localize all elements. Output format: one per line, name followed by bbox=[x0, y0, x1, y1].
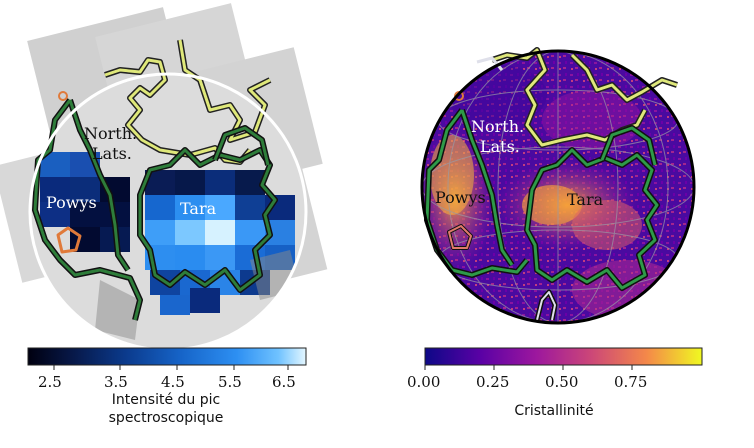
right-tick-0: 0.00 bbox=[407, 373, 440, 391]
right-region-outlines bbox=[424, 47, 678, 321]
left-colorbar-ticks bbox=[53, 365, 289, 370]
right-label-north-2: Lats. bbox=[480, 137, 520, 156]
right-disk-rim bbox=[420, 49, 696, 325]
region-outlines bbox=[32, 39, 278, 321]
right-tick-2: 0.50 bbox=[545, 373, 578, 391]
right-label-powys: Powys bbox=[435, 188, 486, 207]
left-colorbar-label-line1: Intensité du pic bbox=[111, 392, 221, 408]
left-tick-2: 4.5 bbox=[161, 373, 185, 391]
right-map-panel: North. Lats. Powys Tara 0.00 0.25 0.50 0… bbox=[407, 47, 703, 391]
right-label-tara: Tara bbox=[567, 190, 604, 209]
right-tick-3: 0.75 bbox=[614, 373, 647, 391]
right-label-north-1: North. bbox=[471, 117, 524, 136]
right-colorbar-label: Cristallinité bbox=[514, 403, 594, 419]
right-colorbar-ticks bbox=[424, 365, 633, 370]
right-colorbar bbox=[424, 347, 703, 366]
left-tick-4: 6.5 bbox=[272, 373, 296, 391]
left-label-powys: Powys bbox=[46, 193, 97, 212]
left-colorbar bbox=[27, 347, 307, 366]
left-colorbar-label: Intensité du pic spectroscopique bbox=[96, 391, 236, 427]
left-tick-3: 5.5 bbox=[218, 373, 242, 391]
left-label-north-2: Lats. bbox=[92, 144, 132, 163]
left-tick-1: 3.5 bbox=[104, 373, 128, 391]
right-tick-1: 0.25 bbox=[476, 373, 509, 391]
left-map-panel: North. Lats. Powys Tara 2.5 3.5 4.5 5.5 … bbox=[0, 3, 328, 391]
left-colorbar-label-line2: spectroscopique bbox=[108, 410, 224, 426]
left-label-tara: Tara bbox=[180, 199, 217, 218]
left-tick-0: 2.5 bbox=[38, 373, 62, 391]
left-label-north-1: North. bbox=[84, 124, 137, 143]
